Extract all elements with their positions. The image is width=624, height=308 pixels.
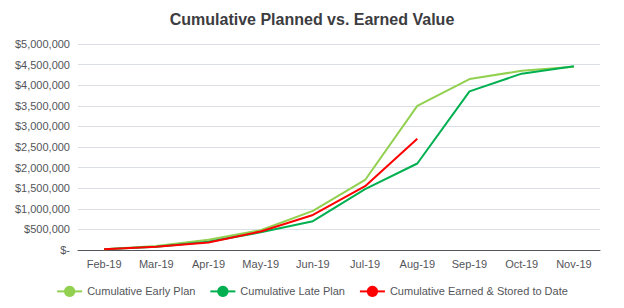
svg-text:$-: $- <box>60 244 70 256</box>
svg-text:Cumulative Late Plan: Cumulative Late Plan <box>240 285 345 297</box>
svg-text:Cumulative Earned & Stored to: Cumulative Earned & Stored to Date <box>390 285 568 297</box>
svg-text:$4,000,000: $4,000,000 <box>15 79 70 91</box>
svg-text:$5,000,000: $5,000,000 <box>15 38 70 50</box>
svg-text:$3,000,000: $3,000,000 <box>15 120 70 132</box>
svg-text:$3,500,000: $3,500,000 <box>15 100 70 112</box>
svg-text:Jul-19: Jul-19 <box>350 258 380 270</box>
svg-text:Oct-19: Oct-19 <box>505 258 538 270</box>
svg-text:Jun-19: Jun-19 <box>296 258 330 270</box>
svg-text:May-19: May-19 <box>242 258 279 270</box>
svg-text:$4,500,000: $4,500,000 <box>15 59 70 71</box>
svg-text:$1,500,000: $1,500,000 <box>15 182 70 194</box>
svg-text:Apr-19: Apr-19 <box>192 258 225 270</box>
svg-text:Nov-19: Nov-19 <box>556 258 591 270</box>
svg-text:$1,000,000: $1,000,000 <box>15 203 70 215</box>
svg-text:Cumulative Planned vs. Earned: Cumulative Planned vs. Earned Value <box>170 11 455 28</box>
svg-text:$500,000: $500,000 <box>24 223 70 235</box>
svg-text:Cumulative Early Plan: Cumulative Early Plan <box>87 285 195 297</box>
svg-text:$2,500,000: $2,500,000 <box>15 141 70 153</box>
svg-text:Aug-19: Aug-19 <box>400 258 435 270</box>
svg-text:Feb-19: Feb-19 <box>87 258 122 270</box>
svg-text:$2,000,000: $2,000,000 <box>15 162 70 174</box>
svg-text:Sep-19: Sep-19 <box>452 258 487 270</box>
svg-text:Mar-19: Mar-19 <box>139 258 174 270</box>
